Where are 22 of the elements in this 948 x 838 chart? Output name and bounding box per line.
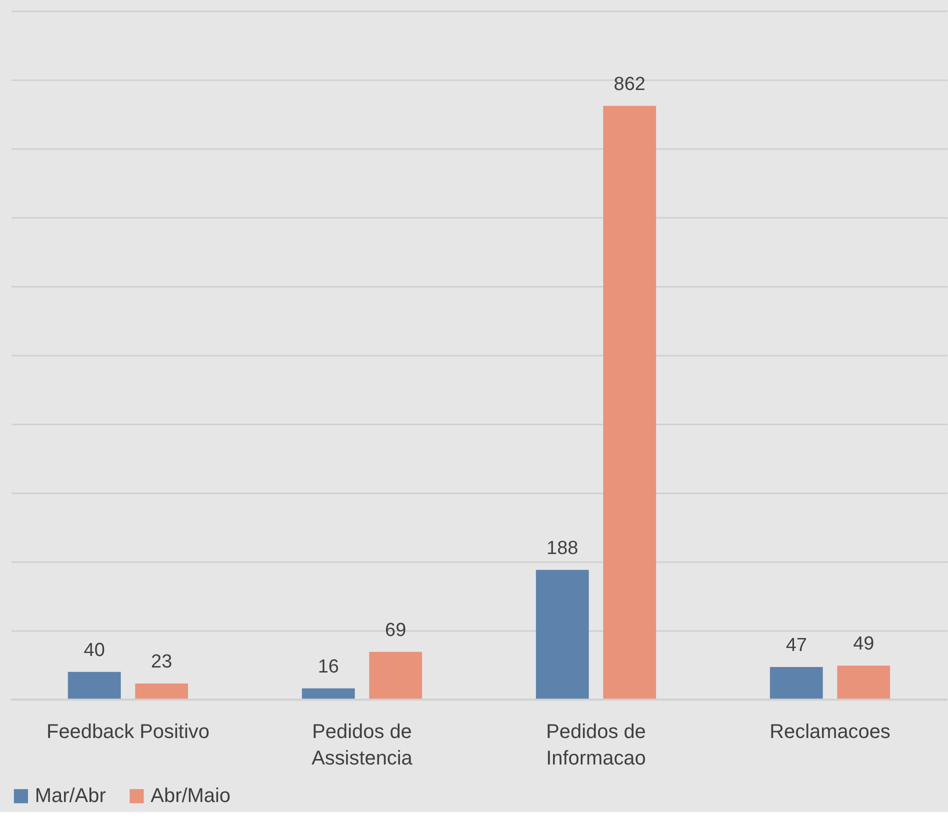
bar	[536, 570, 589, 700]
bar	[302, 688, 355, 700]
x-tick-label: Pedidos de Informacao	[546, 720, 646, 770]
data-label: 16	[318, 656, 339, 678]
bar	[837, 666, 890, 700]
bar	[369, 652, 422, 700]
data-label: 23	[151, 652, 172, 673]
data-label: 49	[853, 634, 874, 655]
legend-label: Mar/Abr	[34, 785, 106, 808]
data-label: 47	[786, 635, 807, 656]
bar	[603, 106, 656, 700]
bar	[68, 672, 121, 700]
x-tick-label: Pedidos de Assistencia	[312, 720, 414, 770]
data-label: 862	[614, 74, 646, 95]
legend-label: Abr/Maio	[150, 785, 230, 808]
bar	[770, 667, 823, 700]
data-label: 188	[546, 538, 578, 559]
x-tick-label: Reclamacoes	[770, 720, 890, 743]
data-label: 69	[385, 620, 406, 641]
x-tick-label: Feedback Positivo	[46, 720, 210, 743]
data-label: 40	[84, 640, 105, 661]
bar	[135, 684, 188, 700]
